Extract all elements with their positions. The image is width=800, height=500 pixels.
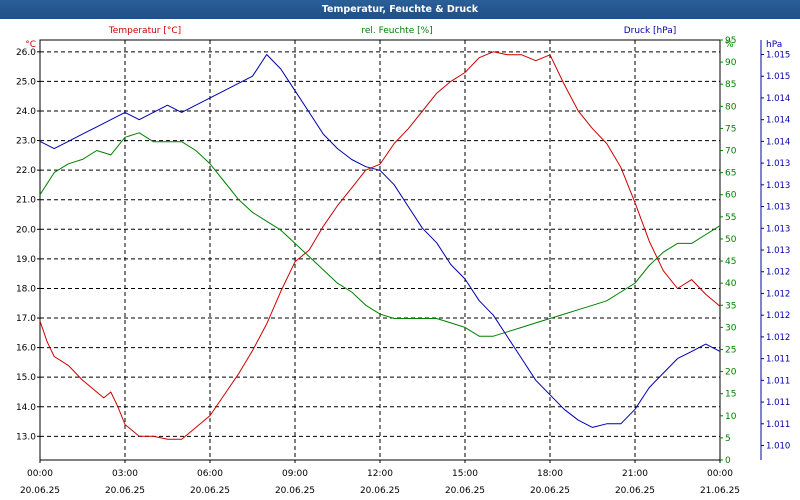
pressure-tick-label: 1.013 [766, 224, 790, 234]
x-tick-date: 20.06.25 [530, 486, 570, 496]
humidity-tick-label: 70 [725, 147, 737, 157]
x-tick-date: 21.06.25 [700, 486, 740, 496]
temp-tick-label: 16.0 [16, 344, 36, 354]
temp-tick-label: 15.0 [16, 373, 36, 383]
humidity-tick-label: 25 [725, 345, 736, 355]
temp-tick-label: 21.0 [16, 196, 36, 206]
pressure-line [39, 54, 721, 428]
humidity-tick-label: 55 [725, 213, 736, 223]
humidity-tick-label: 75 [725, 124, 736, 134]
x-tick-date: 20.06.25 [105, 486, 145, 496]
pressure-tick-label: 1.013 [766, 246, 790, 256]
pressure-tick-label: 1.012 [766, 311, 790, 321]
pressure-tick-label: 1.011 [766, 355, 790, 365]
pressure-unit: hPa [766, 40, 782, 50]
temperature-line [39, 51, 721, 440]
humidity-tick-label: 0 [725, 456, 731, 466]
temp-tick-label: 22.0 [16, 166, 36, 176]
x-tick-date: 20.06.25 [20, 486, 60, 496]
temp-tick-label: 20.0 [16, 225, 36, 235]
humidity-tick-label: 50 [725, 235, 737, 245]
pressure-tick-label: 1.014 [766, 116, 790, 126]
pressure-tick-label: 1.013 [766, 181, 790, 191]
x-tick-date: 20.06.25 [190, 486, 230, 496]
pressure-tick-label: 1.012 [766, 268, 790, 278]
humidity-tick-label: 5 [725, 434, 731, 444]
pressure-tick-label: 1.015 [766, 72, 790, 82]
x-tick-time: 12:00 [367, 469, 393, 479]
x-tick-date: 20.06.25 [275, 486, 315, 496]
pressure-tick-label: 1.013 [766, 159, 790, 169]
pressure-tick-label: 1.012 [766, 289, 790, 299]
x-tick-time: 00:00 [27, 469, 53, 479]
temp-tick-label: 24.0 [16, 107, 36, 117]
humidity-tick-label: 60 [725, 191, 737, 201]
pressure-tick-label: 1.014 [766, 137, 790, 147]
humidity-tick-label: 40 [725, 279, 737, 289]
x-tick-date: 20.06.25 [360, 486, 400, 496]
pressure-tick-label: 1.010 [766, 442, 790, 452]
humidity-tick-label: 65 [725, 169, 736, 179]
window-title: Temperatur, Feuchte & Druck [0, 0, 800, 19]
temp-tick-label: 17.0 [16, 314, 36, 324]
pressure-tick-label: 1.011 [766, 376, 790, 386]
pressure-tick-label: 1.011 [766, 420, 790, 430]
temp-unit: °C [25, 40, 36, 50]
humidity-tick-label: 45 [725, 257, 736, 267]
x-tick-time: 03:00 [112, 469, 138, 479]
pressure-series-label: Druck [hPa] [624, 26, 677, 36]
x-tick-time: 06:00 [197, 469, 223, 479]
x-tick-time: 00:00 [707, 469, 733, 479]
x-tick-time: 21:00 [622, 469, 648, 479]
pressure-tick-label: 1.011 [766, 398, 790, 408]
pressure-tick-label: 1.014 [766, 94, 790, 104]
temp-tick-label: 23.0 [16, 137, 36, 147]
temp-tick-label: 13.0 [16, 432, 36, 442]
humidity-series-label: rel. Feuchte [%] [361, 26, 432, 36]
humidity-tick-label: 80 [725, 102, 737, 112]
pressure-tick-label: 1.012 [766, 333, 790, 343]
temp-tick-label: 14.0 [16, 403, 36, 413]
temp-tick-label: 25.0 [16, 77, 36, 87]
x-tick-time: 15:00 [452, 469, 478, 479]
humidity-tick-label: 20 [725, 368, 737, 378]
humidity-tick-label: 90 [725, 58, 737, 68]
humidity-tick-label: 30 [725, 323, 737, 333]
humidity-unit: % [725, 40, 734, 50]
humidity-tick-label: 15 [725, 390, 736, 400]
pressure-tick-label: 1.015 [766, 50, 790, 60]
humidity-tick-label: 10 [725, 412, 737, 422]
temp-series-label: Temperatur [°C] [108, 26, 181, 36]
x-tick-time: 18:00 [537, 469, 563, 479]
humidity-tick-label: 85 [725, 80, 736, 90]
humidity-tick-label: 35 [725, 301, 736, 311]
temp-tick-label: 19.0 [16, 255, 36, 265]
humidity-line [39, 132, 721, 337]
x-tick-date: 20.06.25 [445, 486, 485, 496]
x-tick-date: 20.06.25 [615, 486, 655, 496]
temp-tick-label: 18.0 [16, 284, 36, 294]
pressure-tick-label: 1.013 [766, 203, 790, 213]
temp-tick-label: 26.0 [16, 48, 36, 58]
humidity-tick-label: 95 [725, 36, 736, 46]
x-tick-time: 09:00 [282, 469, 308, 479]
